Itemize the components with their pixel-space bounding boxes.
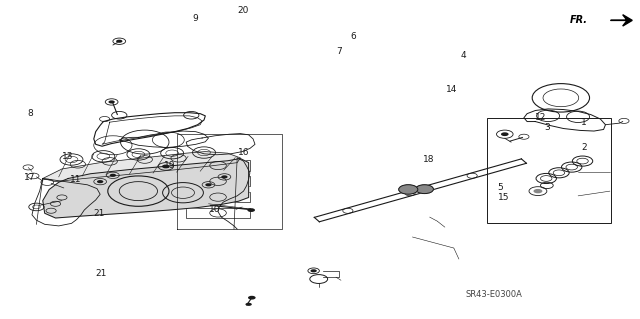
Circle shape xyxy=(399,185,418,194)
Text: 9: 9 xyxy=(193,14,198,23)
Text: 17: 17 xyxy=(24,173,35,182)
Text: 21: 21 xyxy=(94,209,105,218)
Text: 1: 1 xyxy=(581,118,587,127)
Text: 14: 14 xyxy=(446,85,458,94)
Text: 3: 3 xyxy=(544,123,550,132)
Text: 16: 16 xyxy=(239,148,250,157)
Bar xyxy=(186,192,250,202)
Polygon shape xyxy=(611,15,632,26)
Circle shape xyxy=(415,185,433,194)
Bar xyxy=(487,118,611,223)
Text: 19: 19 xyxy=(164,161,175,170)
Text: 20: 20 xyxy=(238,6,249,15)
Text: 2: 2 xyxy=(581,143,587,152)
Polygon shape xyxy=(43,159,248,218)
Circle shape xyxy=(246,303,252,306)
Text: 5: 5 xyxy=(497,183,503,192)
Circle shape xyxy=(247,208,255,212)
Text: FR.: FR. xyxy=(570,15,588,26)
Circle shape xyxy=(534,189,542,193)
Bar xyxy=(186,160,250,171)
Circle shape xyxy=(97,180,103,183)
Circle shape xyxy=(109,174,116,177)
Text: SR43-E0300A: SR43-E0300A xyxy=(465,290,522,299)
Polygon shape xyxy=(43,152,241,182)
Text: 21: 21 xyxy=(96,270,107,278)
Circle shape xyxy=(108,100,115,104)
Circle shape xyxy=(205,183,212,186)
Text: 11: 11 xyxy=(70,174,82,184)
Bar xyxy=(186,176,250,186)
Circle shape xyxy=(221,175,228,178)
Circle shape xyxy=(501,132,509,136)
Text: 10: 10 xyxy=(209,205,220,214)
Text: 7: 7 xyxy=(336,47,342,56)
Text: 6: 6 xyxy=(351,32,356,41)
Circle shape xyxy=(116,40,122,43)
Text: 12: 12 xyxy=(536,113,547,122)
Bar xyxy=(186,208,250,218)
Text: 8: 8 xyxy=(28,109,33,118)
Circle shape xyxy=(162,165,170,168)
Text: 4: 4 xyxy=(460,51,466,60)
Text: 18: 18 xyxy=(423,155,435,164)
Circle shape xyxy=(248,296,255,300)
Text: 15: 15 xyxy=(499,193,510,202)
Text: 13: 13 xyxy=(62,152,74,161)
Circle shape xyxy=(310,269,317,272)
